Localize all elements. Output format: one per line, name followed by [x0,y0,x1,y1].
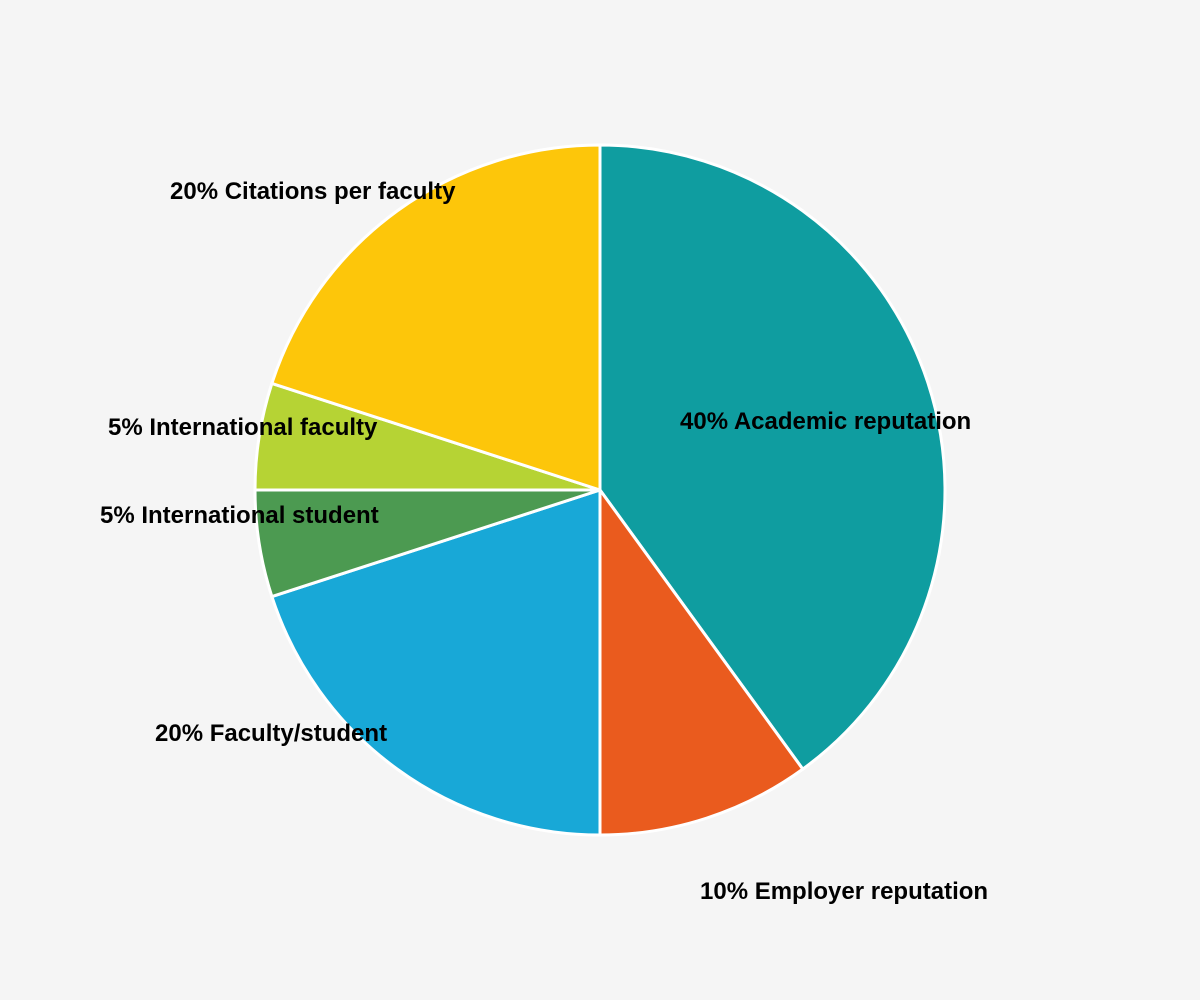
slice-label: 20% Faculty/student [155,720,387,748]
pie-svg [0,0,1200,1000]
slice-label: 20% Citations per faculty [170,178,455,206]
pie-chart: 40% Academic reputation 10% Employer repu… [0,0,1200,1000]
slice-label: 5% International student [100,502,379,530]
slice-label: 10% Employer reputation [700,878,988,906]
slice-label: 5% International faculty [108,414,377,442]
slice-label: 40% Academic reputation [680,408,971,436]
